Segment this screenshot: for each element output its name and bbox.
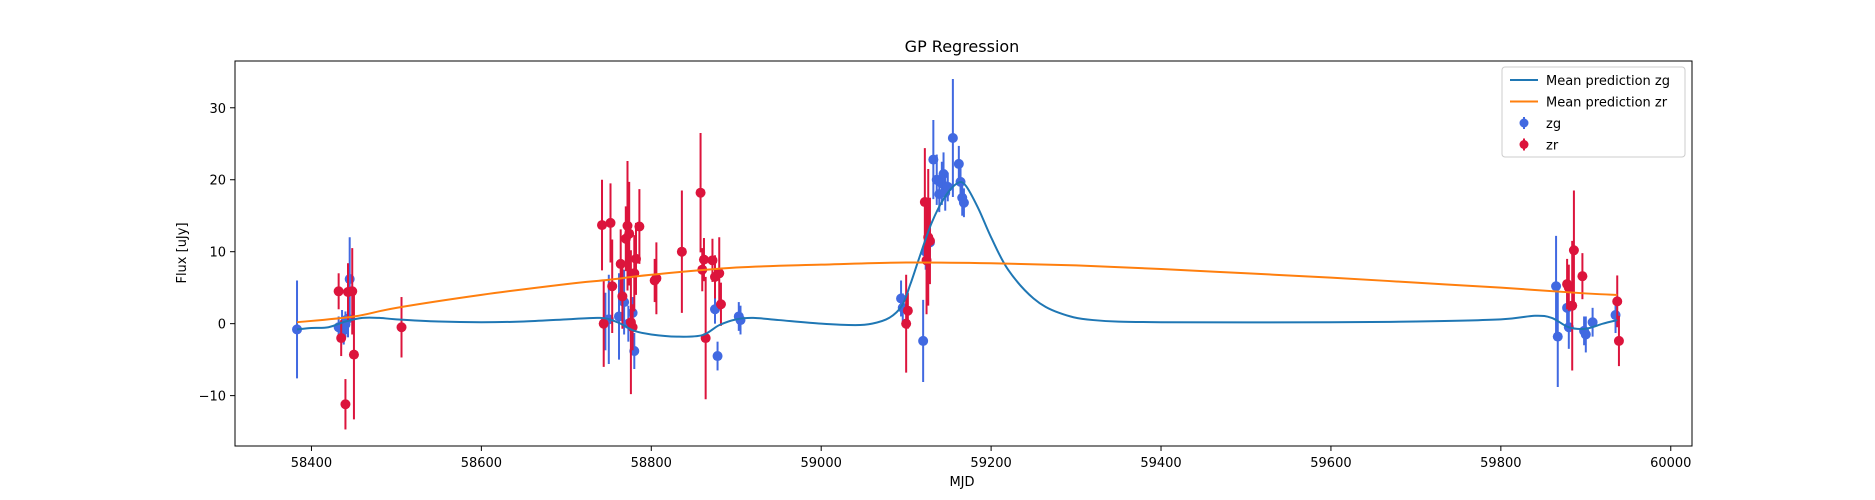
- point-zr-32: [901, 318, 912, 329]
- point-zr-10: [607, 281, 618, 292]
- x-tick-label-60000: 60000: [1650, 456, 1691, 471]
- point-zr-8: [598, 318, 609, 329]
- x-tick-label-59800: 59800: [1480, 456, 1521, 471]
- point-zr-43: [1612, 296, 1623, 307]
- point-zr-41: [1568, 245, 1579, 256]
- point-zg-40: [1580, 329, 1591, 340]
- y-axis-label: Flux [uJy]: [175, 222, 190, 283]
- y-tick-label--10: −10: [199, 390, 226, 405]
- y-tick-label-20: 20: [209, 174, 226, 189]
- line-mean-prediction-zg: [296, 181, 1618, 338]
- x-tick-label-58800: 58800: [631, 456, 672, 471]
- point-zg-35: [1551, 281, 1562, 292]
- x-tick-label-58400: 58400: [291, 456, 332, 471]
- point-zr-12: [617, 291, 628, 302]
- point-zr-37: [924, 235, 935, 246]
- y-tick-label-0: 0: [218, 318, 226, 333]
- x-tick-label-59000: 59000: [801, 456, 842, 471]
- point-zr-9: [605, 217, 616, 228]
- point-zr-6: [396, 322, 407, 333]
- legend-item-zg: zg: [1519, 117, 1561, 132]
- series-zg: [292, 78, 1621, 387]
- line-mean-prediction-zr: [296, 261, 1618, 324]
- point-zr-44: [1613, 335, 1624, 346]
- legend-label: Mean prediction zg: [1546, 74, 1670, 89]
- point-zr-23: [676, 246, 687, 257]
- point-zr-20: [634, 221, 645, 232]
- x-tick-label-59400: 59400: [1140, 456, 1181, 471]
- plot-frame: [234, 60, 1693, 447]
- x-tick-label-59600: 59600: [1310, 456, 1351, 471]
- point-zg-34: [958, 197, 969, 208]
- legend-label: zg: [1546, 117, 1561, 132]
- point-zr-24: [695, 187, 706, 198]
- point-zr-22: [651, 273, 662, 284]
- point-zr-11: [615, 258, 626, 269]
- legend-item-mean-prediction-zr: Mean prediction zr: [1510, 96, 1668, 111]
- point-zg-31: [953, 158, 964, 169]
- legend: Mean prediction zg Mean prediction zr zg zr: [1501, 66, 1686, 158]
- plot-marks: [292, 78, 1624, 430]
- point-zr-26: [698, 254, 709, 265]
- legend-item-mean-prediction-zg: Mean prediction zg: [1510, 74, 1670, 89]
- x-axis-label: MJD: [949, 475, 974, 490]
- point-zr-0: [333, 286, 344, 297]
- x-tick-label-59200: 59200: [970, 456, 1011, 471]
- point-zr-33: [902, 305, 913, 316]
- x-axis: 58400 58600 58800 59000 59200 59400 59600 59800…: [291, 446, 1691, 471]
- legend-swatch-marker: [1519, 140, 1529, 149]
- point-zr-4: [347, 286, 358, 297]
- point-zg-20: [918, 335, 929, 346]
- point-zr-5: [348, 349, 359, 360]
- y-axis: −10 0 10 20 30: [199, 102, 235, 405]
- point-zr-40: [1567, 300, 1578, 311]
- point-zr-2: [340, 399, 351, 410]
- y-tick-label-30: 30: [209, 102, 226, 117]
- point-zr-7: [597, 220, 608, 231]
- x-tick-label-58600: 58600: [461, 456, 502, 471]
- chart-title: GP Regression: [905, 37, 1020, 56]
- point-zg-30: [947, 133, 958, 143]
- point-zr-31: [715, 299, 726, 310]
- point-zg-15: [712, 351, 723, 362]
- plot-area: [292, 78, 1624, 430]
- point-zr-1: [336, 333, 347, 344]
- point-zr-15: [624, 228, 635, 239]
- legend-swatch-marker: [1519, 118, 1529, 128]
- legend-box: [1501, 66, 1686, 158]
- point-zr-30: [714, 268, 725, 279]
- y-tick-label-10: 10: [209, 246, 226, 261]
- legend-label: zr: [1546, 139, 1559, 154]
- legend-item-zr: zr: [1519, 138, 1559, 154]
- legend-label: Mean prediction zr: [1546, 96, 1668, 111]
- series-zr: [333, 132, 1624, 430]
- point-zg-36: [1552, 331, 1563, 342]
- point-zg-41: [1587, 317, 1598, 328]
- point-zr-42: [1577, 271, 1588, 282]
